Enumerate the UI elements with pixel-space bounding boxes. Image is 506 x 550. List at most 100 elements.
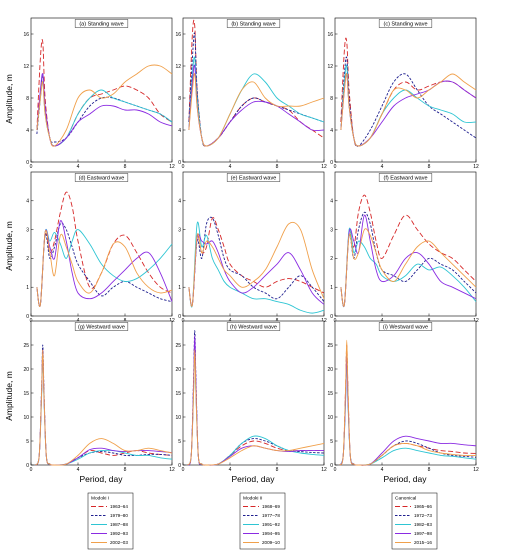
y-tick-label: 2 [26, 256, 29, 262]
chart-panel-3: 0 4 8 12 16 0 4 8 12 (c) Standing wave [327, 17, 479, 170]
series-line-5 [188, 73, 325, 147]
plot-frame [30, 171, 173, 317]
series-line-2 [36, 222, 173, 307]
x-tick-label: 0 [334, 467, 337, 473]
y-tick-label: 0 [330, 463, 333, 469]
x-tick-label: 8 [276, 164, 279, 170]
legend-3: Canonical 1965–66 1972–73 1982–83 1997–98 201… [391, 492, 438, 550]
x-tick-label: 4 [229, 164, 232, 170]
panel-title-box [74, 322, 129, 331]
panel-title: (b) Standing wave [231, 22, 275, 28]
y-tick-label: 4 [26, 128, 29, 134]
x-tick-label: 8 [428, 164, 431, 170]
chart-panel-2: 0 4 8 12 16 0 4 8 12 (b) Standing wave [175, 17, 327, 170]
x-tick-label: 12 [321, 467, 327, 473]
panel-title-box [378, 19, 433, 28]
y-tick-label: 3 [26, 227, 29, 233]
legend-entry: 2009–10 [262, 540, 280, 545]
x-tick-label: 0 [30, 467, 33, 473]
legend-entry: 1977–78 [262, 513, 280, 518]
y-tick-label: 25 [175, 343, 181, 349]
y-axis-label-row2: Amplitude, m [4, 221, 14, 271]
y-tick-label: 15 [23, 391, 29, 397]
x-tick-label: 8 [124, 467, 127, 473]
x-tick-label: 8 [276, 467, 279, 473]
legend-entry: 2015–16 [414, 540, 432, 545]
series-line-1 [36, 191, 173, 307]
y-tick-label: 5 [330, 439, 333, 445]
y-tick-label: 2 [330, 256, 333, 262]
x-tick-label: 8 [428, 467, 431, 473]
legend-entry: 1963–64 [110, 504, 128, 509]
x-axis-label-col3: Period, day [384, 474, 428, 484]
y-tick-label: 0 [26, 314, 29, 320]
y-tick-label: 4 [26, 199, 29, 205]
series-line-5 [339, 339, 477, 466]
series-line-5 [36, 64, 173, 147]
plot-frame [334, 320, 477, 466]
x-tick-label: 4 [229, 467, 232, 473]
series-line-4 [340, 214, 477, 307]
legend-entry: 1994–95 [262, 531, 280, 536]
y-tick-label: 4 [330, 128, 333, 134]
legend-entry: 1991–92 [262, 522, 280, 527]
y-tick-label: 25 [23, 343, 29, 349]
y-tick-label: 0 [178, 160, 181, 166]
x-tick-label: 0 [30, 164, 33, 170]
y-tick-label: 5 [178, 439, 181, 445]
x-tick-label: 12 [169, 164, 175, 170]
y-tick-label: 16 [23, 32, 29, 38]
x-tick-label: 0 [182, 467, 185, 473]
y-tick-label: 3 [178, 227, 181, 233]
x-tick-label: 4 [77, 467, 80, 473]
chart-panel-4: 0123404812(d) Eastward wave [26, 171, 175, 324]
legend-entry: 1965–66 [414, 504, 432, 509]
panel-title: (i) Westward wave [383, 325, 428, 331]
panel-title-box [226, 19, 281, 28]
x-tick-label: 12 [321, 164, 327, 170]
series-line-3 [188, 221, 325, 314]
y-tick-label: 2 [178, 256, 181, 262]
legend-entry: 1982–83 [414, 522, 432, 527]
y-tick-label: 12 [327, 64, 333, 70]
y-tick-label: 20 [175, 367, 181, 373]
series-line-5 [340, 73, 477, 147]
y-tick-label: 8 [178, 96, 181, 102]
series-line-5 [35, 349, 173, 466]
panel-title: (e) Eastward wave [231, 176, 277, 182]
series-line-5 [340, 228, 477, 307]
y-tick-label: 25 [327, 343, 333, 349]
x-axis-label-col2: Period, day [232, 474, 276, 484]
chart-panel-9: 0 5 10 15 20 25 0 4 8 12 (i) Westward wave [327, 320, 479, 473]
series-line-5 [187, 349, 325, 466]
legend-title: Modoki II [243, 496, 262, 502]
plot-frame [182, 17, 325, 163]
x-tick-label: 4 [381, 467, 384, 473]
plot-frame [334, 171, 477, 317]
y-tick-label: 20 [23, 367, 29, 373]
y-tick-label: 10 [175, 415, 181, 421]
y-tick-label: 8 [26, 96, 29, 102]
y-tick-label: 1 [178, 285, 181, 291]
chart-panel-7: 0 5 10 15 20 25 0 4 8 12 (g) Westward wave [23, 320, 175, 473]
y-tick-label: 12 [23, 64, 29, 70]
y-tick-label: 4 [178, 128, 181, 134]
y-axis-label-row1: Amplitude, m [4, 74, 14, 124]
legend-entry: 1997–98 [414, 531, 432, 536]
panel-title-box [74, 173, 129, 182]
y-tick-label: 5 [26, 439, 29, 445]
y-tick-label: 20 [327, 367, 333, 373]
x-tick-label: 12 [473, 164, 479, 170]
x-tick-label: 4 [77, 164, 80, 170]
panel-title-box [378, 322, 433, 331]
panel-title: (c) Standing wave [383, 22, 427, 28]
legend-box [239, 492, 286, 550]
chart-panel-5: 0123404812(e) Eastward wave [178, 171, 327, 324]
panel-title-box [226, 173, 281, 182]
panel-title-box [378, 173, 433, 182]
legend-box [391, 492, 438, 550]
y-tick-label: 1 [26, 285, 29, 291]
